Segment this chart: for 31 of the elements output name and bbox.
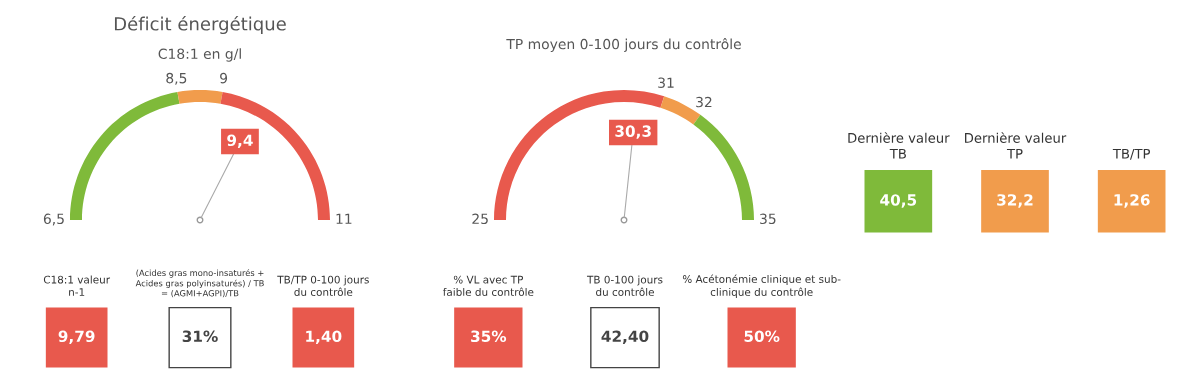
category-label: % VL avec TP faible du contrôle xyxy=(442,275,534,296)
category-label: C18:1 valeur n-1 xyxy=(43,275,111,296)
text: 30,3 xyxy=(615,125,651,139)
category-label: TB/TP xyxy=(1112,148,1150,160)
category-label: TB 0-100 jours du contrôle xyxy=(586,275,663,296)
text: 31 xyxy=(658,77,674,88)
text: 32 xyxy=(696,96,712,108)
category-label: Dernière valeur TP xyxy=(965,132,1067,159)
chart-subtitle: C18:1 en g/l xyxy=(158,48,241,62)
data-label: 42,40 xyxy=(601,330,649,344)
data-label: 31% xyxy=(182,330,218,343)
category-label: (Acides gras mono-insaturés + Acides gras polyinsaturés) / TB = (AGMI+AGPI)/TB xyxy=(135,269,264,298)
data-label: 35% xyxy=(471,330,507,343)
data-label: 1,26 xyxy=(1114,194,1150,208)
data-label: 9,79 xyxy=(58,330,95,344)
text: 6,5 xyxy=(43,213,64,226)
text: 35 xyxy=(760,213,776,225)
category-label: % Acétonémie clinique et sub- clinique du contrôle xyxy=(682,274,841,298)
text: 9,4 xyxy=(227,134,253,148)
data-label: 1,40 xyxy=(306,330,342,344)
chart-title: Déficit énergétique xyxy=(114,15,286,35)
text: 8,5 xyxy=(166,72,187,85)
data-label: 40,5 xyxy=(880,194,917,208)
category-label: Dernière valeur TB xyxy=(848,132,950,159)
data-label: 32,2 xyxy=(997,194,1033,208)
category-label: TB/TP 0-100 jours du contrôle xyxy=(277,275,369,296)
text: 11 xyxy=(336,213,352,224)
text: 25 xyxy=(472,213,488,225)
data-label: 50% xyxy=(744,330,780,343)
text: 9 xyxy=(220,72,228,84)
chart-subtitle: TP moyen 0-100 jours du contrôle xyxy=(506,38,741,52)
